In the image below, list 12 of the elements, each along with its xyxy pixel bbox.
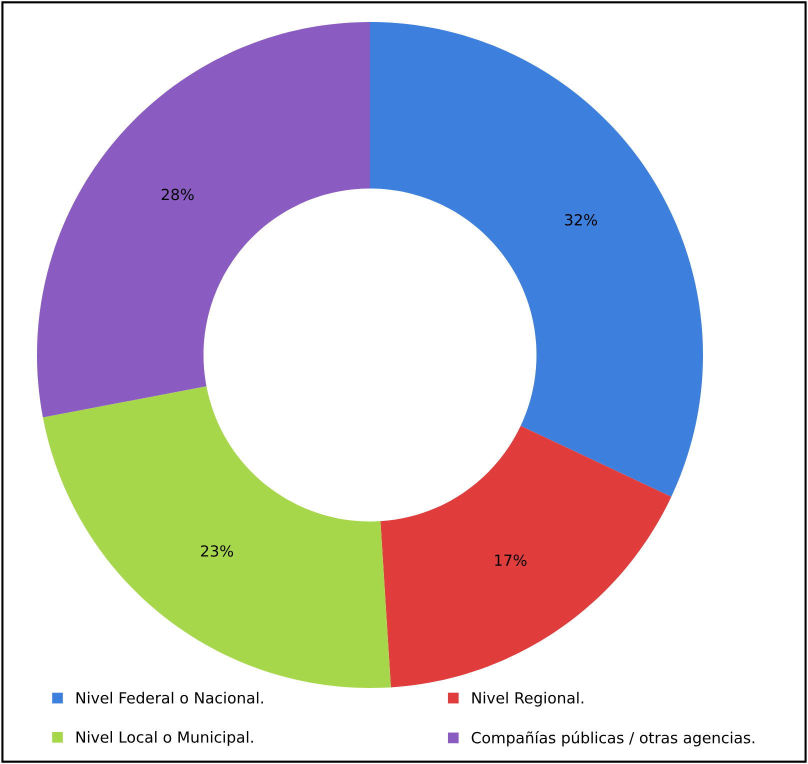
donut-slice (37, 22, 370, 418)
data-label: 17% (495, 554, 527, 566)
data-label: 28% (162, 188, 194, 200)
donut-slice (380, 426, 672, 688)
donut-slice (42, 386, 391, 688)
legend-label: Nivel Local o Municipal. (76, 731, 253, 746)
data-label: 32% (565, 214, 598, 226)
donut-slice (370, 22, 703, 497)
legend-label: Nivel Regional. (472, 692, 584, 707)
legend-label: Compañías públicas / otras agencias. (472, 731, 754, 746)
data-label: 23% (201, 545, 234, 557)
legend-label: Nivel Federal o Nacional. (76, 692, 263, 704)
